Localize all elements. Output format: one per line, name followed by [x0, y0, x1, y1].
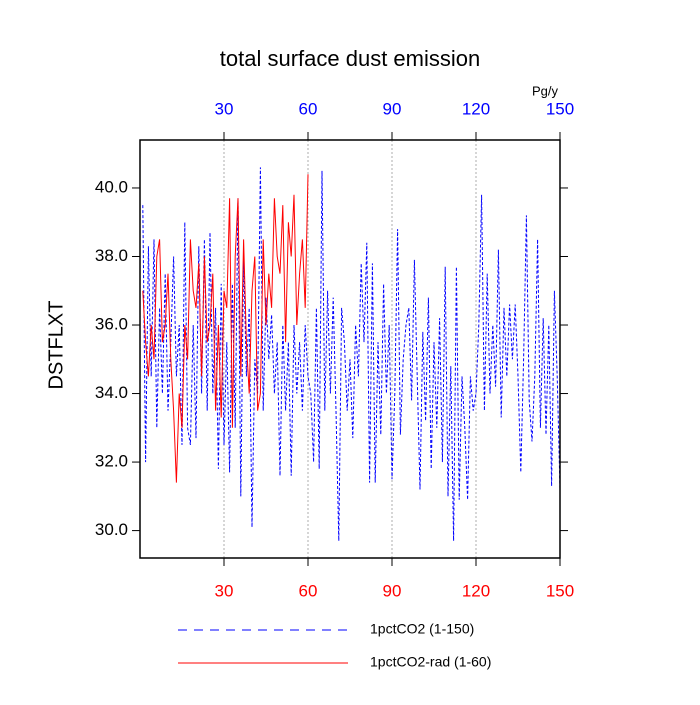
y-tick-label: 34.0	[95, 383, 128, 402]
legend-label: 1pctCO2 (1-150)	[370, 621, 474, 637]
y-axis-label: DSTFLXT	[45, 301, 67, 390]
x-tick-label: 60	[299, 581, 318, 600]
y-tick-label: 40.0	[95, 177, 128, 196]
y-tick-label: 36.0	[95, 315, 128, 334]
x-top-tick-label: 150	[546, 99, 574, 118]
x-top-tick-label: 30	[215, 99, 234, 118]
y-tick-label: 32.0	[95, 452, 128, 471]
x-top-tick-label: 120	[462, 99, 490, 118]
chart-title: total surface dust emission	[220, 46, 480, 71]
x-tick-label: 120	[462, 581, 490, 600]
legend-label: 1pctCO2-rad (1-60)	[370, 654, 491, 670]
series-line	[142, 174, 309, 483]
x-top-tick-label: 90	[383, 99, 402, 118]
plot-frame	[139, 139, 561, 559]
x-tick-label: 150	[546, 581, 574, 600]
x-tick-label: 90	[383, 581, 402, 600]
x-top-tick-label: 60	[299, 99, 318, 118]
y-tick-label: 30.0	[95, 520, 128, 539]
y-tick-label: 38.0	[95, 246, 128, 265]
top-axis-label: Pg/y	[532, 83, 559, 98]
series-line	[142, 167, 561, 541]
x-tick-label: 30	[215, 581, 234, 600]
